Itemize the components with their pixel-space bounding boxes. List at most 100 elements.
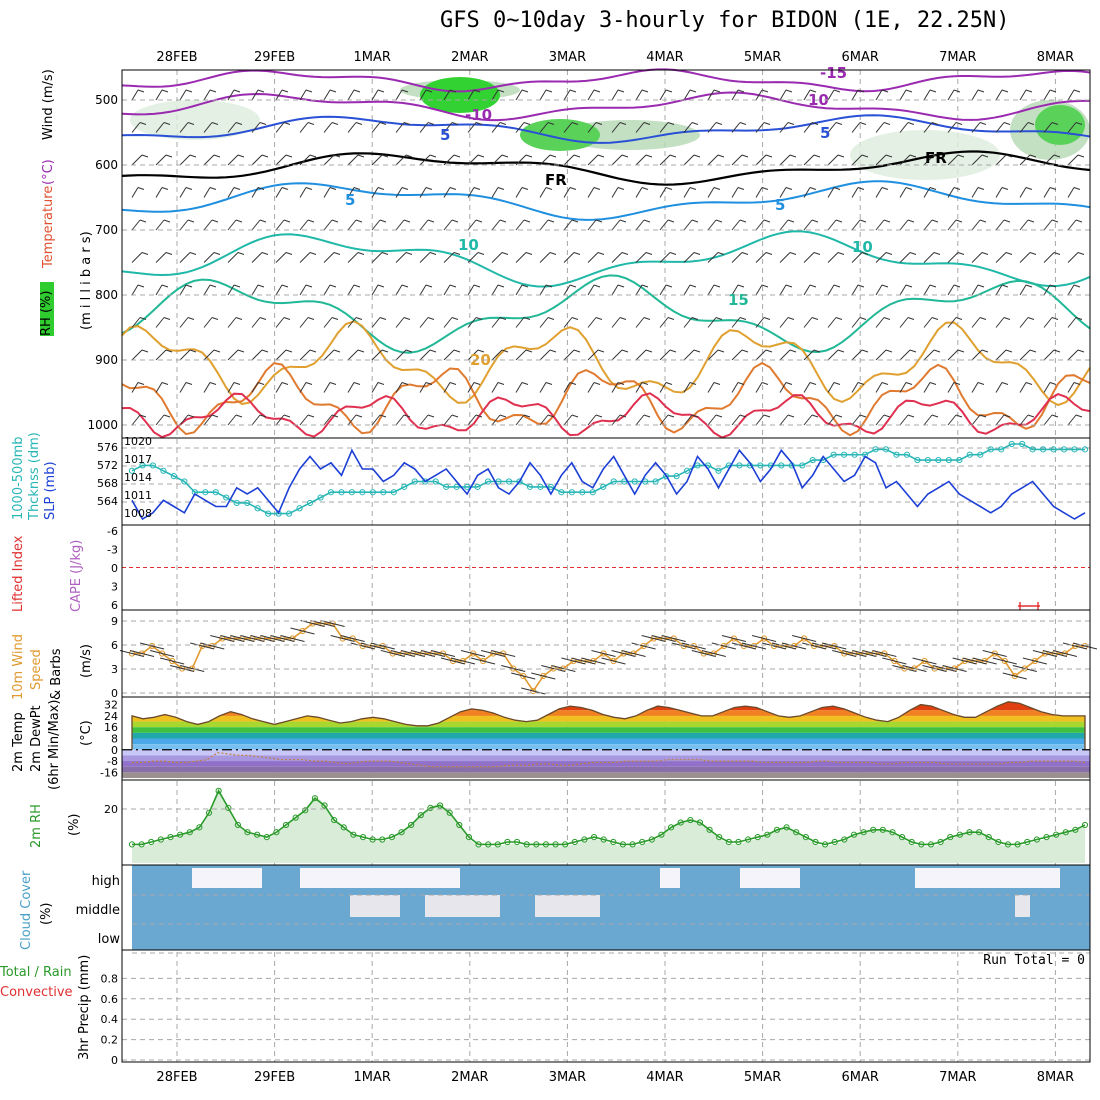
wind-barbs-label: & Barbs xyxy=(49,648,64,700)
thickness-line-point xyxy=(202,489,209,496)
surface-wind-barb xyxy=(681,642,706,650)
wind-barb-flag xyxy=(333,154,341,158)
wind-barb-flag xyxy=(859,414,867,418)
wind-barb-flag xyxy=(405,252,413,255)
isotherm-10 xyxy=(121,230,1091,288)
wind-barb xyxy=(563,122,573,133)
wind-barb xyxy=(371,187,379,198)
wind-barb-flag xyxy=(857,187,865,190)
wind-barb xyxy=(347,414,357,426)
wind-barb-flag xyxy=(161,89,169,93)
wind-barb-flag xyxy=(859,122,867,125)
pressure-label: (m i l l i b a r s) xyxy=(79,231,94,330)
wind-barb-flag xyxy=(645,252,653,255)
rh-line-point xyxy=(485,841,492,848)
wind-barb xyxy=(947,89,955,101)
wind-barb xyxy=(707,349,719,361)
wind-barb-flag xyxy=(353,89,361,93)
wind-barb-flag xyxy=(953,187,961,190)
wind-barb xyxy=(611,122,621,133)
wind-barb-flag xyxy=(665,382,673,385)
wind-barb-flag xyxy=(715,317,723,320)
wind-barb-flag xyxy=(785,382,793,385)
thickness-line-point xyxy=(296,505,303,512)
wind-barb-flag xyxy=(1051,317,1059,320)
wind-barb-flag xyxy=(667,219,675,223)
wind-barb xyxy=(1043,219,1053,231)
wind-barb-flag xyxy=(665,284,673,288)
rh-line-point xyxy=(590,834,598,841)
wind-barb xyxy=(347,122,357,133)
wind-barb xyxy=(755,317,765,328)
thickness-line-point xyxy=(998,446,1005,453)
thickness-label: 1000-500mb xyxy=(11,436,26,520)
wind-barb-flag xyxy=(1027,317,1035,320)
wind-barb-flag xyxy=(689,284,697,288)
wind-barb xyxy=(779,382,787,393)
wind-barb-flag xyxy=(329,187,337,190)
wind-barb-flag xyxy=(691,122,699,125)
wind-barb-flag xyxy=(137,89,145,93)
wind-barb-flag xyxy=(235,122,243,125)
thickness-line-point xyxy=(505,478,513,485)
wind-barb-flag xyxy=(977,284,985,288)
wind-barb-flag xyxy=(953,284,961,288)
wind-barb-flag xyxy=(379,317,387,320)
wind-barb-flag xyxy=(381,252,389,255)
thickness-line-point xyxy=(652,478,659,485)
surface-wind-barb xyxy=(1022,657,1047,665)
wind-barb xyxy=(803,187,811,198)
wind-barb-flag xyxy=(357,252,365,255)
wind-barb-flag xyxy=(929,284,937,288)
wind-barb-flag xyxy=(1001,89,1009,93)
wind-barb xyxy=(707,414,717,426)
wind-barb xyxy=(635,187,643,198)
wind-barb xyxy=(155,349,167,361)
pressure-tick: 1000 xyxy=(87,418,118,432)
wind-barb-flag xyxy=(475,414,483,418)
wind-barb-flag xyxy=(737,89,745,93)
wind-barb-flag xyxy=(1029,349,1037,353)
wind-barb xyxy=(851,382,859,393)
wind-barb-flag xyxy=(475,122,483,125)
wind-barb xyxy=(947,122,957,133)
thickness-line-point xyxy=(170,473,177,480)
temp-tick: -16 xyxy=(100,766,118,779)
date-label-bottom: 3MAR xyxy=(549,1070,586,1085)
rh-line-point xyxy=(966,829,973,836)
wind-barb-flag xyxy=(833,89,841,93)
rh-line-point xyxy=(398,829,405,836)
wind-barb xyxy=(731,252,743,263)
date-label-top: 3MAR xyxy=(549,50,586,65)
surface-wind-barb xyxy=(571,657,596,665)
wind-barb xyxy=(875,219,885,231)
wind-barb-flag xyxy=(355,219,363,223)
wind-barb xyxy=(323,219,333,231)
wind-barb xyxy=(251,382,259,393)
wind-barb-flag xyxy=(353,382,361,385)
wind-barb xyxy=(299,284,307,296)
surface-wind-barb xyxy=(370,642,395,650)
wind-barb-flag xyxy=(737,284,745,288)
wind-barb-flag xyxy=(641,187,649,190)
wind-barb xyxy=(827,89,835,101)
wind-barb xyxy=(467,89,475,101)
wind-barb-flag xyxy=(907,219,915,223)
wind-barb xyxy=(539,349,551,361)
wind-speed-line-point xyxy=(1001,657,1008,665)
slp-tick: 1017 xyxy=(124,453,152,466)
wind-barb xyxy=(491,187,499,198)
rh-line-point xyxy=(234,821,241,829)
wind-barb-flag xyxy=(741,154,749,158)
wind-barb xyxy=(659,219,669,231)
wind-barb-flag xyxy=(521,284,529,288)
cape-tick: 6 xyxy=(111,599,118,612)
wind-barb xyxy=(155,284,163,296)
wind-barb-flag xyxy=(307,414,315,418)
wind-barb-flag xyxy=(977,187,985,190)
slp-tick: 1008 xyxy=(124,507,152,520)
wind-speed-line-point xyxy=(148,642,156,650)
wind-barb xyxy=(179,122,189,133)
wind-barb-flag xyxy=(475,317,483,320)
wind-barb xyxy=(707,219,717,231)
